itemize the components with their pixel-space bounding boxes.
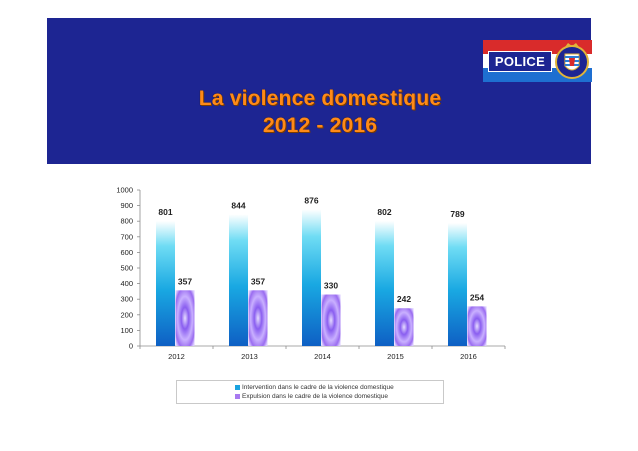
legend-item-interventions: Intervention dans le cadre de la violenc…: [235, 383, 394, 392]
y-tick-label: 200: [120, 310, 133, 319]
x-tick-label: 2016: [460, 352, 477, 361]
y-tick-label: 1000: [116, 186, 133, 195]
data-label-expulsions: 357: [178, 276, 192, 286]
data-label-expulsions: 330: [324, 281, 338, 291]
x-tick-label: 2015: [387, 352, 404, 361]
y-tick-label: 600: [120, 248, 133, 257]
x-tick-label: 2012: [168, 352, 185, 361]
y-tick-label: 700: [120, 232, 133, 241]
y-tick-label: 400: [120, 279, 133, 288]
bar-expulsions: [248, 290, 268, 346]
bar-expulsions: [394, 308, 414, 346]
x-tick-label: 2014: [314, 352, 331, 361]
legend-swatch-interventions: [235, 384, 240, 390]
page-title-line-2: 2012 - 2016: [262, 114, 378, 137]
police-logo-text: POLICE: [488, 51, 552, 72]
data-label-interventions: 876: [304, 195, 318, 205]
data-label-interventions: 801: [158, 207, 172, 217]
bar-expulsions: [467, 306, 487, 346]
x-tick-label: 2013: [241, 352, 258, 361]
data-label-interventions: 789: [450, 209, 464, 219]
y-tick-label: 800: [120, 217, 133, 226]
y-tick-label: 500: [120, 264, 133, 273]
legend-label-expulsions: Expulsion dans le cadre de la violence d…: [242, 393, 388, 400]
legend-item-expulsions: Expulsion dans le cadre de la violence d…: [235, 392, 388, 401]
data-label-interventions: 844: [231, 200, 245, 210]
bar-interventions: [229, 214, 248, 346]
bar-expulsions: [175, 290, 195, 346]
bar-interventions: [156, 221, 175, 346]
bar-interventions: [375, 220, 394, 346]
page-title: La violence domestique 2012 - 2016: [120, 85, 520, 139]
y-tick-label: 100: [120, 326, 133, 335]
page-title-line-1: La violence domestique: [198, 87, 442, 110]
data-label-expulsions: 357: [251, 276, 265, 286]
y-tick-label: 900: [120, 201, 133, 210]
y-tick-label: 300: [120, 295, 133, 304]
y-tick-label: 0: [129, 342, 133, 351]
legend-swatch-expulsions: [235, 393, 240, 399]
data-label-expulsions: 242: [397, 294, 411, 304]
data-label-interventions: 802: [377, 207, 391, 217]
police-crest-icon: [555, 43, 589, 79]
police-logo: POLICE: [483, 40, 592, 82]
bar-expulsions: [321, 294, 341, 346]
chart-legend: Intervention dans le cadre de la violenc…: [176, 380, 444, 404]
legend-label-interventions: Intervention dans le cadre de la violenc…: [242, 384, 394, 391]
bar-interventions: [448, 222, 467, 346]
data-label-expulsions: 254: [470, 292, 484, 302]
bar-interventions: [302, 209, 321, 346]
